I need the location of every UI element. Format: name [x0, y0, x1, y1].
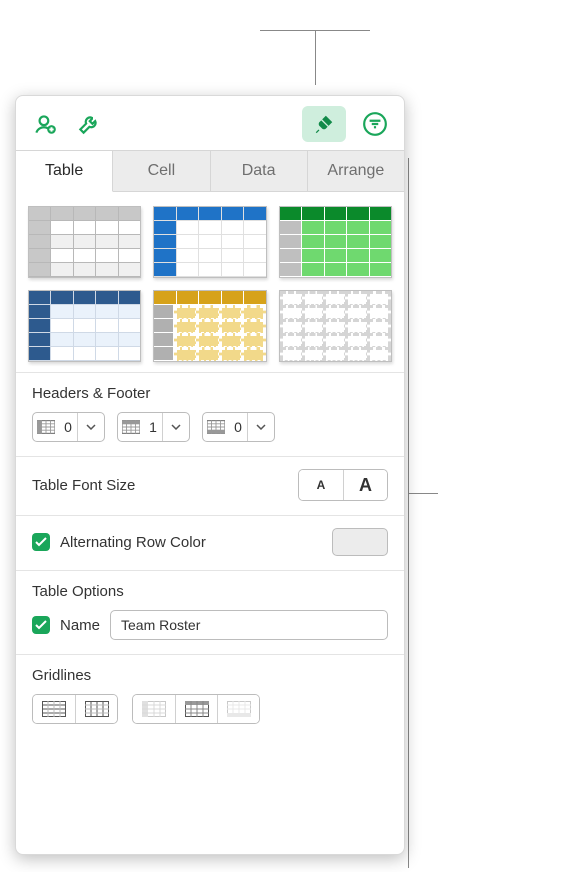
table-name-checkbox[interactable] — [32, 616, 50, 634]
footer-rows-stepper[interactable]: 0 — [202, 412, 275, 442]
footer-rows-icon — [203, 420, 229, 434]
header-columns-stepper[interactable]: 0 — [32, 412, 105, 442]
callout-lines — [260, 30, 370, 85]
alternating-row-checkbox[interactable] — [32, 533, 50, 551]
header-rows-stepper[interactable]: 1 — [117, 412, 190, 442]
section-title: Table Font Size — [32, 477, 135, 494]
table-style-thumb[interactable] — [153, 206, 266, 278]
table-options-section: Table Options Name — [16, 571, 404, 655]
chevron-down-icon — [78, 424, 104, 430]
tab-arrange[interactable]: Arrange — [308, 151, 404, 191]
inspector-tabs: Table Cell Data Arrange — [16, 150, 404, 192]
footer-gridlines-button[interactable] — [217, 695, 259, 723]
table-style-thumb[interactable] — [279, 290, 392, 362]
header-rows-icon — [118, 420, 144, 434]
table-style-thumbnails — [16, 192, 404, 373]
sort-filter-icon[interactable] — [360, 109, 390, 139]
increase-font-button[interactable]: A — [343, 470, 387, 500]
footer-rows-value: 0 — [229, 419, 247, 435]
callout-lines — [408, 158, 438, 868]
gridlines-section: Gridlines — [16, 655, 404, 738]
header-row-gridlines-button[interactable] — [175, 695, 217, 723]
toolbar — [16, 96, 404, 150]
headers-footer-section: Headers & Footer 0 1 — [16, 373, 404, 457]
alternating-row-color-well[interactable] — [332, 528, 388, 556]
chevron-down-icon — [248, 424, 274, 430]
alternating-row-section: Alternating Row Color — [16, 516, 404, 571]
header-col-gridlines-button[interactable] — [133, 695, 175, 723]
tab-table[interactable]: Table — [16, 151, 113, 192]
horizontal-gridlines-button[interactable] — [33, 695, 75, 723]
table-style-thumb[interactable] — [28, 206, 141, 278]
alternating-row-label: Alternating Row Color — [60, 534, 322, 551]
table-name-label: Name — [60, 617, 100, 634]
wrench-icon[interactable] — [74, 109, 104, 139]
vertical-gridlines-button[interactable] — [75, 695, 117, 723]
table-style-thumb[interactable] — [28, 290, 141, 362]
section-title: Headers & Footer — [32, 385, 388, 402]
header-rows-value: 1 — [144, 419, 162, 435]
table-style-thumb[interactable] — [153, 290, 266, 362]
collaborate-icon[interactable] — [30, 109, 60, 139]
table-style-thumb[interactable] — [279, 206, 392, 278]
section-title: Gridlines — [32, 667, 388, 684]
section-title: Table Options — [32, 583, 388, 600]
table-name-input[interactable] — [110, 610, 388, 640]
header-columns-value: 0 — [59, 419, 77, 435]
table-font-size-section: Table Font Size A A — [16, 457, 404, 516]
chevron-down-icon — [163, 424, 189, 430]
header-gridlines-group — [132, 694, 260, 724]
tab-data[interactable]: Data — [211, 151, 308, 191]
decrease-font-button[interactable]: A — [299, 470, 343, 500]
format-paintbrush-button[interactable] — [302, 106, 346, 142]
tab-cell[interactable]: Cell — [113, 151, 210, 191]
format-inspector-panel: Table Cell Data Arrange Headers & Footer… — [15, 95, 405, 855]
font-size-segmented-control: A A — [298, 469, 388, 501]
body-gridlines-group — [32, 694, 118, 724]
header-columns-icon — [33, 420, 59, 434]
